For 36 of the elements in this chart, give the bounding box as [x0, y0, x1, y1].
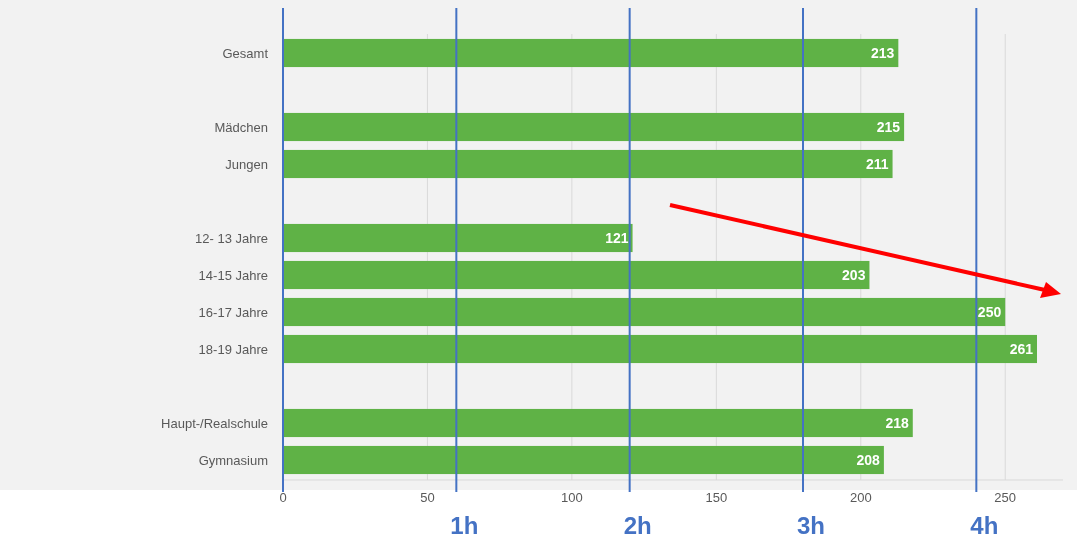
y-tick-label: 14-15 Jahre — [198, 267, 268, 283]
y-tick-label: 12- 13 Jahre — [195, 230, 268, 246]
y-tick-label: Gymnasium — [198, 452, 268, 468]
y-tick-label: Gesamt — [222, 45, 269, 61]
x-tick-label: 200 — [849, 490, 872, 505]
ref-line-label: 3h — [796, 512, 826, 539]
bar — [283, 445, 884, 475]
ref-line-label: 2h — [623, 512, 652, 539]
ref-line-label: 1h — [450, 512, 479, 539]
data-label: 121 — [605, 229, 629, 246]
x-tick-label: 0 — [279, 490, 287, 505]
y-tick-label: 16-17 Jahre — [198, 304, 268, 320]
y-tick-label: Jungen — [225, 156, 268, 172]
data-label: 250 — [977, 303, 1002, 320]
data-label: 218 — [885, 414, 909, 431]
y-tick-label: Mädchen — [214, 119, 268, 135]
x-tick-label: 50 — [420, 490, 435, 505]
bar — [283, 38, 899, 68]
bar — [283, 334, 1037, 364]
x-tick-label: 250 — [994, 490, 1017, 505]
bar — [283, 223, 633, 253]
data-label: 203 — [842, 266, 866, 283]
x-tick-label: 100 — [561, 490, 583, 505]
bar — [283, 112, 905, 142]
data-label: 261 — [1009, 340, 1034, 357]
bar — [283, 297, 1006, 327]
x-tick-label: 150 — [705, 490, 728, 505]
data-label: 213 — [870, 44, 895, 61]
data-label: 211 — [865, 155, 889, 172]
ref-line-label: 4h — [970, 512, 999, 539]
y-tick-label: Haupt-/Realschule — [161, 415, 268, 431]
y-tick-label: 18-19 Jahre — [198, 341, 268, 357]
bar — [283, 408, 913, 438]
data-label: 208 — [856, 451, 881, 468]
bar — [283, 149, 893, 179]
data-label: 215 — [876, 118, 901, 135]
